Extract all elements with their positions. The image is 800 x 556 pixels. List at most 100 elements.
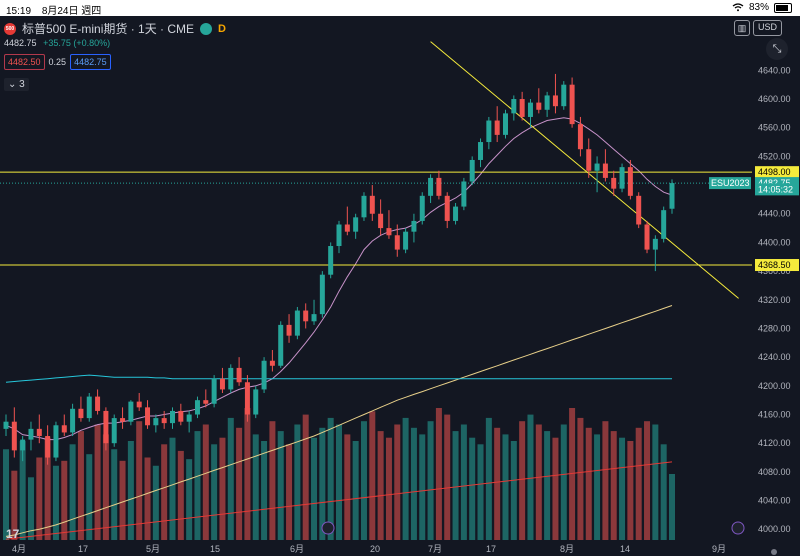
- candle-body: [494, 120, 500, 135]
- price-tick-label: 4000.00: [758, 524, 791, 534]
- candle-body: [303, 310, 309, 322]
- candle-body: [428, 177, 434, 196]
- candle-body: [411, 220, 417, 232]
- volume-bar: [344, 434, 351, 540]
- market-badge: D: [218, 22, 226, 35]
- volume-bar: [261, 441, 268, 540]
- symbol-title[interactable]: 标普500 E-mini期货 · 1天 · CME: [22, 22, 195, 36]
- candle-body: [103, 410, 109, 444]
- symbol-header[interactable]: 500 标普500 E-mini期货 · 1天 · CME D: [4, 20, 226, 37]
- volume-bar: [236, 427, 243, 540]
- price-tick-label: 4560.00: [758, 123, 791, 133]
- symbol-logo: 500: [4, 22, 16, 35]
- clock: 15:19: [6, 6, 32, 17]
- volume-bar: [211, 444, 218, 540]
- volume-bar: [594, 434, 601, 540]
- market-open-icon: [200, 22, 213, 35]
- volume-bar: [252, 434, 259, 540]
- candle-body: [661, 210, 667, 239]
- volume-bar: [560, 424, 567, 540]
- volume-bar: [219, 437, 226, 540]
- candle-body: [369, 195, 375, 214]
- time-tick-label: 9月: [712, 544, 726, 554]
- currency-select[interactable]: USD: [753, 20, 783, 36]
- indicators-collapse-button[interactable]: ⌄ 3: [4, 78, 29, 91]
- volume-bar: [11, 470, 18, 540]
- event-marker-icon: [731, 521, 745, 535]
- time-tick-label: 20: [370, 544, 380, 554]
- candle-body: [211, 378, 217, 404]
- price-label-last: 4482.75: [758, 178, 791, 188]
- volume-bar: [485, 417, 492, 540]
- time-tick-label: 15: [210, 544, 220, 554]
- candle-body: [236, 367, 242, 383]
- candle-body: [253, 389, 259, 415]
- volume-bar: [227, 417, 234, 540]
- price-label-bg-countdown: [755, 183, 799, 196]
- volume-bar: [577, 417, 584, 540]
- volume-bar: [352, 441, 359, 540]
- candle-body: [311, 314, 317, 322]
- price-tick-label: 4320.00: [758, 295, 791, 305]
- ask-button[interactable]: 4482.75: [70, 54, 111, 70]
- price-tick-label: 4600.00: [758, 94, 791, 104]
- volume-bar: [552, 437, 559, 540]
- price-tick-label: 4360.00: [758, 266, 791, 276]
- price-tick-label: 4400.00: [758, 237, 791, 247]
- volume-bar: [144, 457, 151, 540]
- candle-icon[interactable]: ▥: [734, 20, 750, 36]
- chart-area[interactable]: 4640.004600.004560.004520.004480.004440.…: [0, 16, 800, 556]
- candle-body: [569, 84, 575, 125]
- candle-body: [602, 163, 608, 178]
- candle-body: [45, 436, 51, 458]
- bid-button[interactable]: 4482.50: [4, 54, 45, 70]
- volume-bar: [410, 427, 417, 540]
- volume-bar: [111, 449, 118, 540]
- candle-body: [70, 408, 76, 433]
- price-chart[interactable]: 4640.004600.004560.004520.004480.004440.…: [0, 16, 800, 556]
- price-tick-label: 4520.00: [758, 151, 791, 161]
- candle-body: [286, 324, 292, 336]
- candle-body: [128, 401, 134, 422]
- volume-bar: [535, 424, 542, 540]
- volume-bar: [177, 450, 184, 540]
- candle-body: [527, 102, 533, 117]
- volume-ma-line: [5, 461, 673, 540]
- candle-body: [145, 407, 151, 426]
- volume-bar: [544, 431, 551, 540]
- time-tick-label: 17: [78, 544, 88, 554]
- volume-bar: [102, 434, 109, 540]
- candle-body: [419, 195, 425, 221]
- candle-body: [519, 99, 525, 117]
- candle-body: [594, 163, 600, 171]
- volume-bar: [452, 431, 459, 540]
- candle-body: [669, 183, 675, 209]
- volume-bar: [169, 437, 176, 540]
- candle-body: [136, 401, 142, 408]
- expand-icon[interactable]: ⤡: [766, 38, 788, 60]
- price-change: +35.75 (+0.80%): [43, 38, 111, 48]
- price-label-bg-hline: [755, 166, 799, 179]
- indicator-count: 3: [19, 79, 25, 90]
- volume-bar: [27, 477, 34, 540]
- volume-bar: [502, 434, 509, 540]
- candle-body: [78, 408, 84, 419]
- series-line-ma-short: [5, 117, 673, 441]
- volume-bar: [294, 424, 301, 540]
- price-tick-label: 4040.00: [758, 496, 791, 506]
- price-tick-label: 4200.00: [758, 381, 791, 391]
- time-tick-label: 6月: [290, 544, 304, 554]
- candle-body: [194, 400, 200, 415]
- wifi-icon: [732, 3, 744, 12]
- time-tick-label: 5月: [146, 544, 160, 554]
- volume-bar: [494, 427, 501, 540]
- volume-bar: [36, 457, 43, 540]
- candle-body: [319, 274, 325, 315]
- series-line-ma-long: [5, 305, 673, 537]
- volume-bar: [44, 437, 51, 540]
- volume-bar: [419, 434, 426, 540]
- volume-bar: [136, 421, 143, 540]
- volume-bar: [527, 414, 534, 540]
- price-tick-label: 4080.00: [758, 467, 791, 477]
- candle-body: [444, 195, 450, 221]
